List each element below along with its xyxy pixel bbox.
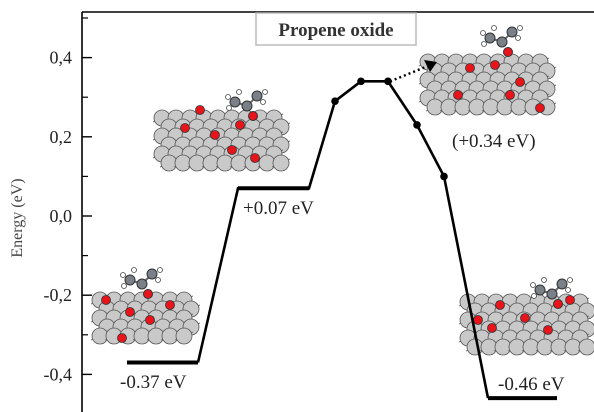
oxygen-atom [543, 325, 553, 335]
surface-atom [510, 98, 528, 116]
oxygen-atom [505, 90, 515, 100]
energy-label-desorbed: (+0.34 eV) [452, 131, 536, 152]
hydrogen-atom [530, 282, 536, 288]
hydrogen-atom [480, 30, 486, 36]
carbon-atom [546, 288, 558, 300]
hydrogen-atom [236, 89, 242, 95]
hydrogen-atom [260, 99, 266, 105]
path-point [384, 77, 392, 86]
hydrogen-atom [131, 267, 137, 273]
y-ticks: 0,4 0,2 0,0 -0,2 -0,4 [44, 17, 92, 384]
carbon-atom [241, 100, 253, 112]
hydrogen-atom [565, 287, 571, 293]
hydrogen-atom [531, 293, 537, 299]
hydrogen-atom [481, 41, 487, 47]
oxygen-atom [145, 315, 155, 325]
oxygen-atom [465, 63, 475, 73]
hydrogen-atom [262, 89, 268, 95]
oxygen-atom [487, 323, 497, 333]
hydrogen-atom [517, 25, 523, 31]
y-tick-label: 0,4 [50, 48, 73, 68]
plot-frame [81, 11, 594, 412]
y-tick-label: 0,0 [50, 206, 73, 226]
y-tick-label: -0,2 [44, 285, 73, 305]
energy-label-intermediate: +0.07 eV [243, 198, 314, 219]
surface-structures [90, 25, 594, 356]
oxygen-atom [165, 300, 175, 310]
desorbed-molecule [480, 25, 523, 57]
initial-molecule [120, 267, 163, 299]
oxygen-atom [553, 299, 563, 309]
desorption-arrow-head [424, 60, 437, 72]
oxygen-atom [227, 145, 237, 155]
oxygen-atom [143, 289, 153, 299]
surface-atom [578, 338, 594, 356]
carbon-atom [506, 26, 518, 38]
y-tick-label: -0,4 [44, 364, 73, 384]
oxygen-atom [515, 77, 525, 87]
hydrogen-atom [157, 267, 163, 273]
surface-atom [536, 338, 554, 356]
surface-atom [508, 338, 526, 356]
oxygen-atom [195, 105, 205, 115]
y-tick-label: 0,2 [50, 127, 73, 147]
hydrogen-atom [225, 94, 231, 100]
hydrogen-atom [226, 105, 232, 111]
oxygen-atom [503, 47, 513, 57]
carbon-atom [556, 278, 568, 290]
hydrogen-atom [121, 283, 127, 289]
hydrogen-atom [491, 25, 497, 31]
oxygen-atom [520, 313, 530, 323]
surface-atom [272, 154, 290, 172]
oxygen-atom [210, 130, 220, 140]
carbon-atom [229, 96, 241, 108]
reaction-path [127, 60, 557, 401]
oxygen-atom [565, 295, 575, 305]
path-point [440, 172, 448, 181]
oxygen-atom [535, 103, 545, 113]
path-point [331, 97, 339, 105]
oxygen-atom [490, 60, 500, 70]
carbon-atom [534, 284, 546, 296]
chart-title-box: Propene oxide [255, 12, 417, 46]
oxygen-atom [125, 307, 135, 317]
final-molecule [530, 277, 573, 309]
intermediate-molecule [225, 89, 268, 121]
hydrogen-atom [541, 277, 547, 283]
carbon-atom [251, 90, 263, 102]
desorption-arrow [389, 64, 429, 83]
hydrogen-atom [120, 272, 126, 278]
intermediate-surface [152, 109, 291, 172]
carbon-atom [496, 36, 508, 48]
oxygen-atom [101, 295, 111, 305]
path-point [357, 77, 365, 86]
surface-atom [550, 338, 568, 356]
oxygen-atom [180, 123, 190, 133]
energy-label-initial: -0.37 eV [120, 372, 187, 393]
surface-atom [522, 338, 540, 356]
energy-label-final: -0.46 eV [498, 374, 565, 395]
y-axis-title: Energy (eV) [9, 178, 26, 257]
oxygen-atom [453, 90, 463, 100]
carbon-atom [146, 268, 158, 280]
surface-atom [175, 327, 193, 345]
hydrogen-atom [567, 277, 573, 283]
carbon-atom [136, 278, 148, 290]
carbon-atom [124, 274, 136, 286]
oxygen-atom [248, 111, 258, 121]
surface-atom [91, 327, 109, 345]
hydrogen-atom [515, 35, 521, 41]
hydrogen-atom [155, 277, 161, 283]
chart-title: Propene oxide [278, 20, 393, 41]
oxygen-atom [235, 120, 245, 130]
desorbed-surface [418, 53, 557, 116]
surface-atom [564, 338, 582, 356]
path-point [413, 121, 421, 129]
carbon-atom [484, 32, 496, 44]
oxygen-atom [495, 300, 505, 310]
oxygen-atom [473, 315, 483, 325]
oxygen-atom [117, 333, 127, 343]
oxygen-atom [250, 153, 260, 163]
